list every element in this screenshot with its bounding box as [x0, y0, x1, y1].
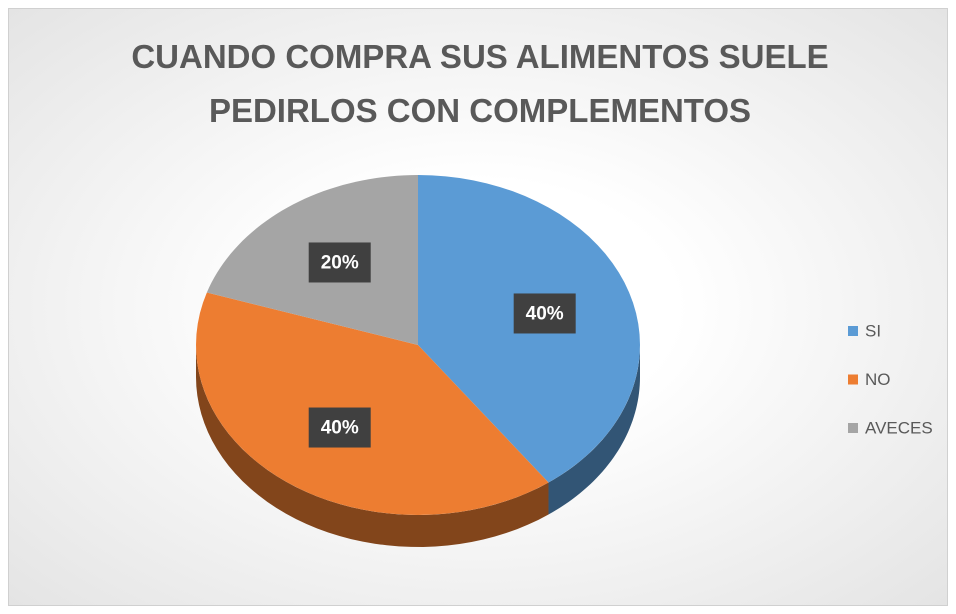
legend-label: AVECES: [865, 418, 933, 437]
slice: [196, 292, 549, 515]
data-label: 20%: [321, 252, 359, 273]
data-label-box: [308, 407, 371, 448]
legend-label: NO: [865, 370, 891, 389]
data-label-box: [513, 293, 576, 334]
legend-swatch: [848, 326, 858, 336]
data-label: 40%: [526, 303, 564, 324]
legend-swatch: [848, 374, 858, 385]
data-label: 40%: [321, 418, 359, 439]
legend-swatch: [848, 423, 858, 433]
data-label-box: [308, 242, 371, 283]
legend-label: SI: [865, 321, 881, 340]
slice-side: [196, 345, 549, 547]
chart-title: CUANDO COMPRA SUS ALIMENTOS SUELE PEDIRL…: [131, 38, 829, 129]
slice-side: [548, 345, 640, 515]
